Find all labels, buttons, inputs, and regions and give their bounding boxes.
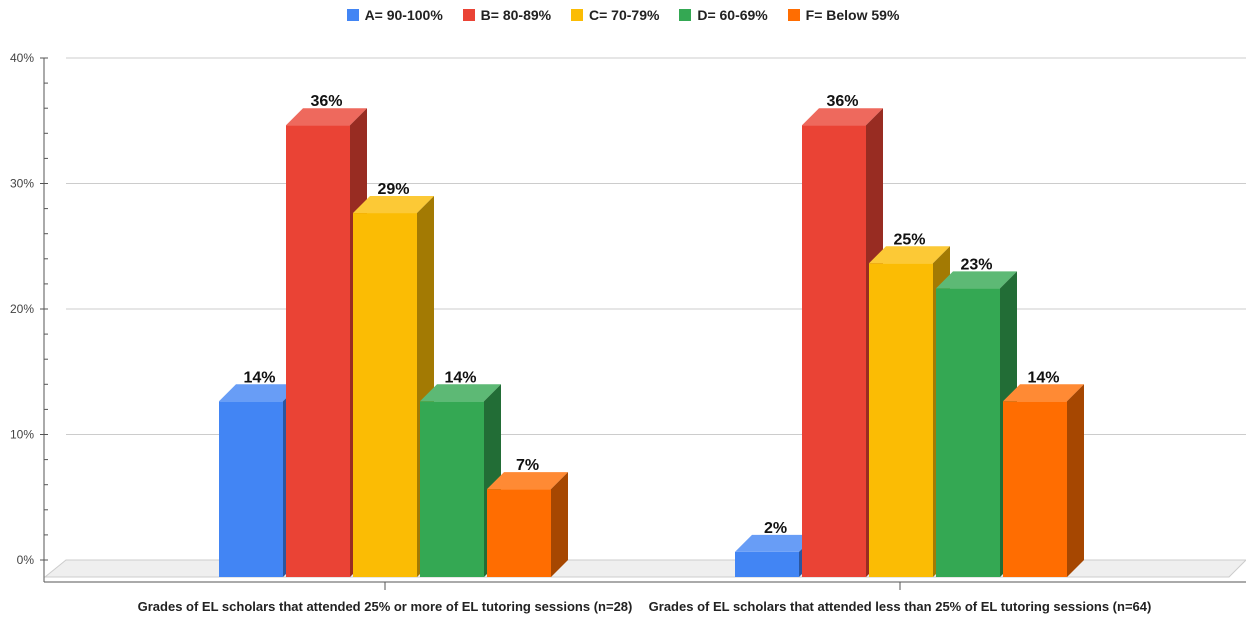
bar-top [1003,384,1084,402]
bar-front [286,125,350,577]
legend-swatch-c [571,9,583,22]
bar-front [936,288,1000,577]
legend-item-d[interactable]: D= 60-69% [679,7,768,24]
bar-front [802,125,866,577]
bar-front [869,263,933,577]
bar-front [420,401,484,577]
category-label-1: Grades of EL scholars that attended 25% … [137,599,633,614]
bar-front [735,551,799,577]
bar-data-label: 29% [377,181,409,198]
bar-data-label: 14% [243,369,275,386]
y-tick-label: 40% [10,51,34,65]
y-tick-label: 30% [10,177,34,191]
bar-top [420,384,501,402]
category-label-2: Grades of EL scholars that attended less… [648,599,1152,614]
legend-label-f: F= Below 59% [805,7,900,24]
bar-top [487,472,568,490]
legend: A= 90-100% B= 80-89% C= 70-79% D= 60-69%… [0,6,1246,23]
bar-top [735,534,816,552]
y-tick-label: 10% [10,428,34,442]
bar-top [802,108,883,126]
legend-swatch-f [787,9,800,22]
legend-label-a: A= 90-100% [364,7,443,24]
legend-swatch-d [679,9,692,22]
bar-top [219,384,300,402]
bar-side [1067,384,1084,577]
legend-label-c: C= 70-79% [589,7,660,24]
bar-data-label: 14% [1027,369,1059,386]
legend-item-b[interactable]: B= 80-89% [462,7,552,24]
bar-front [1003,401,1067,577]
bar-data-label: 23% [960,256,992,273]
bar-front [353,213,417,578]
bar-data-label: 14% [444,369,476,386]
bar-top [286,108,367,126]
bar-data-label: 25% [893,231,925,248]
legend-swatch-b [462,9,475,22]
bar-top [936,271,1017,289]
bar-side [551,472,568,577]
y-tick-label: 20% [10,302,34,316]
legend-item-a[interactable]: A= 90-100% [346,7,443,24]
bar-top [353,196,434,214]
bar-data-label: 2% [764,520,787,537]
y-tick-label: 0% [17,553,35,567]
bar-front [487,489,551,577]
bar-data-label: 36% [310,93,342,110]
legend-label-d: D= 60-69% [697,7,768,24]
legend-label-b: B= 80-89% [480,7,552,24]
bar-data-label: 7% [516,457,539,474]
legend-swatch-a [346,9,359,22]
legend-item-c[interactable]: C= 70-79% [571,7,659,23]
legend-item-f[interactable]: F= Below 59% [787,7,900,24]
bar-top [869,246,950,264]
bar-data-label: 36% [826,93,858,110]
bar-front [219,401,283,577]
